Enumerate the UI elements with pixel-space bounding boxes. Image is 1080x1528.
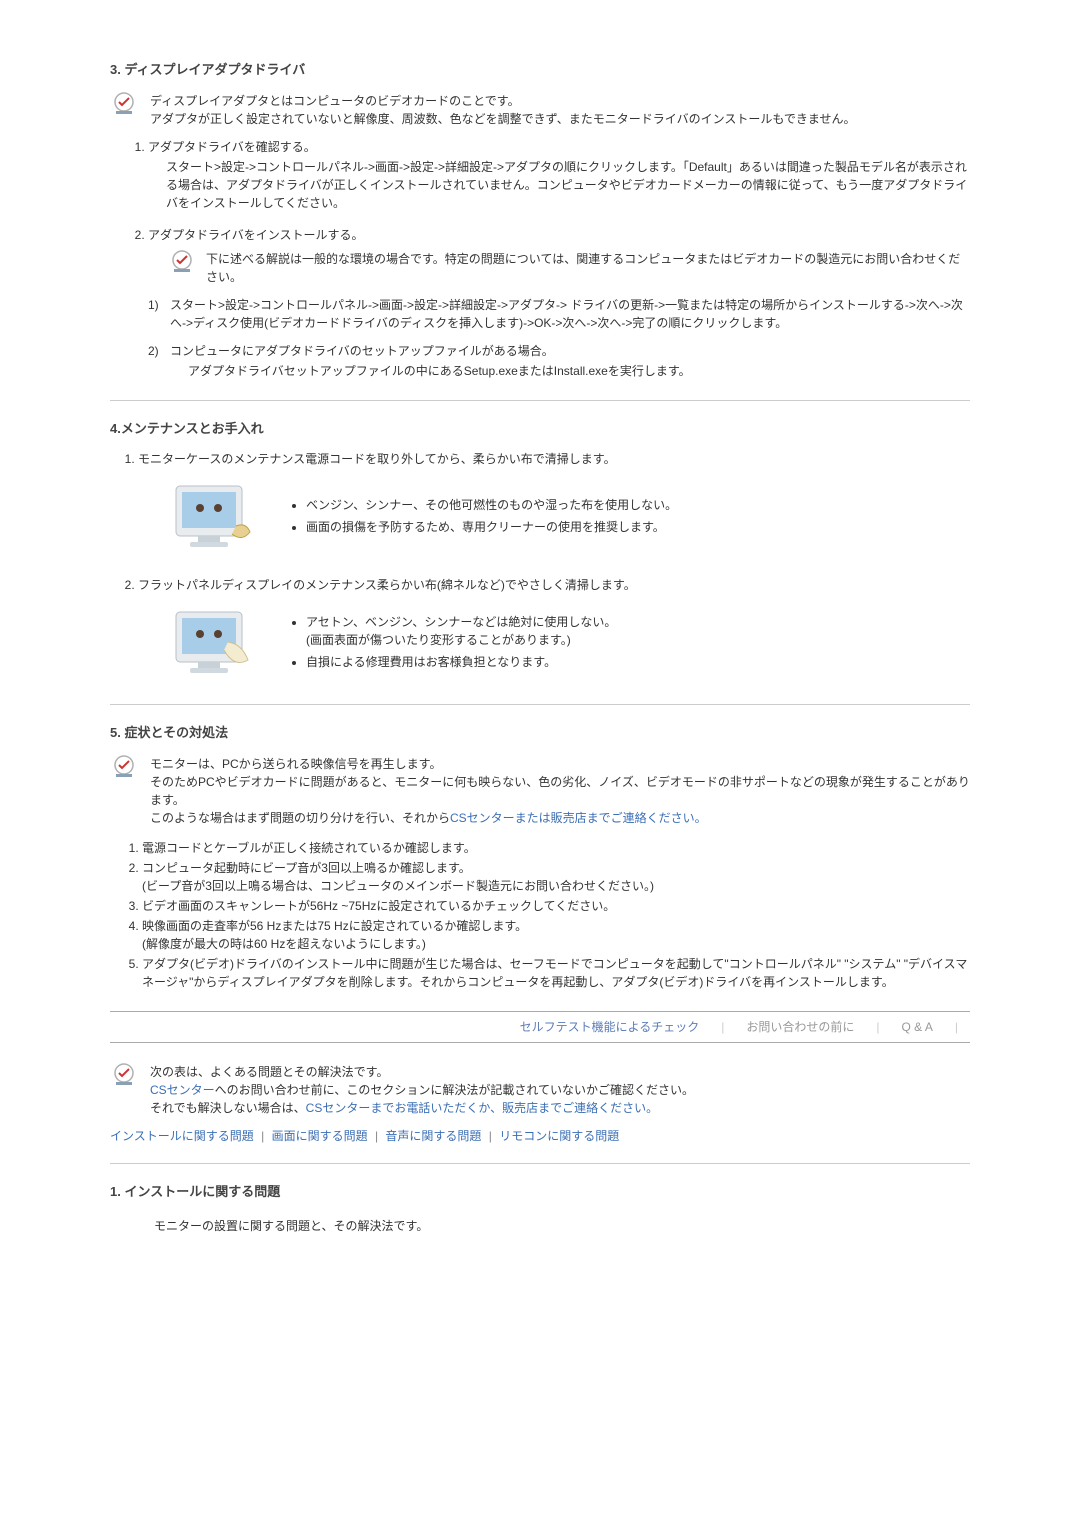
divider <box>110 400 970 401</box>
link-audio[interactable]: 音声に関する問題 <box>385 1129 481 1143</box>
problem-links: インストールに関する問題 | 画面に関する問題 | 音声に関する問題 | リモコ… <box>110 1127 970 1145</box>
section-display-adapter: 3. ディスプレイアダプタドライバ ディスプレイアダプタとはコンピュータのビデオ… <box>110 60 970 380</box>
link-install[interactable]: インストールに関する問題 <box>110 1129 254 1143</box>
qa-intro: 次の表は、よくある問題とその解決法です。 CSセンターへのお問い合わせ前に、この… <box>110 1063 970 1117</box>
monitor-row-1: ベンジン、シンナー、その他可燃性のものや湿った布を使用しない。 画面の損傷を予防… <box>168 478 970 558</box>
section-install-problems: 1. インストールに関する問題 モニターの設置に関する問題と、その解決法です。 <box>110 1182 970 1236</box>
divider <box>110 704 970 705</box>
bullet: 自損による修理費用はお客様負担となります。 <box>306 653 616 671</box>
cs-center-link[interactable]: CSセンターまたは販売店までご連絡ください。 <box>450 811 707 825</box>
bullet: アセトン、ベンジン、シンナーなどは絶対に使用しない。 (画面表面が傷ついたり変形… <box>306 613 616 649</box>
list-item: 電源コードとケーブルが正しく接続されているか確認します。 <box>142 839 970 857</box>
section-3-intro-2: アダプタが正しく設定されていないと解像度、周波数、色などを調整できず、またモニタ… <box>150 110 970 128</box>
section-3-intro: ディスプレイアダプタとはコンピュータのビデオカードのことです。 アダプタが正しく… <box>110 92 970 128</box>
list-item: スタート>設定->コントロールパネル->画面->設定->詳細設定->アダプタ->… <box>148 296 970 332</box>
link-remote[interactable]: リモコンに関する問題 <box>499 1129 619 1143</box>
list-item: アダプタドライバを確認する。 スタート>設定->コントロールパネル->画面->設… <box>148 138 970 212</box>
list-item: 映像画面の走査率が56 Hzまたは75 Hzに設定されているか確認します。 (解… <box>142 917 970 953</box>
check-icon <box>110 755 138 779</box>
nav-sep: | <box>721 1018 724 1036</box>
nav-selftest[interactable]: セルフテスト機能によるチェック <box>520 1018 700 1036</box>
check-icon <box>110 1063 138 1087</box>
section-1b-body: モニターの設置に関する問題と、その解決法です。 <box>110 1217 970 1235</box>
list-item: コンピュータ起動時にビープ音が3回以上鳴るか確認します。 (ビープ音が3回以上鳴… <box>142 859 970 895</box>
link-screen[interactable]: 画面に関する問題 <box>272 1129 368 1143</box>
section-5-title: 5. 症状とその対処法 <box>110 723 970 743</box>
check-icon <box>110 92 138 116</box>
qa-intro-2: CSセンターへのお問い合わせ前に、このセクションに解決法が記載されていないかご確… <box>150 1081 970 1099</box>
bullet-sub: (画面表面が傷ついたり変形することがあります。) <box>306 631 616 649</box>
pipe: | <box>261 1129 264 1143</box>
section-1b-title: 1. インストールに関する問題 <box>110 1182 970 1202</box>
section-5-intro: モニターは、PCから送られる映像信号を再生します。 そのためPCやビデオカードに… <box>110 755 970 827</box>
list-item: コンピュータにアダプタドライバのセットアップファイルがある場合。 アダプタドライ… <box>148 342 970 380</box>
qa-intro-1: 次の表は、よくある問題とその解決法です。 <box>150 1063 970 1081</box>
bullets-2: アセトン、ベンジン、シンナーなどは絶対に使用しない。 (画面表面が傷ついたり変形… <box>288 613 616 675</box>
section-3-title: 3. ディスプレイアダプタドライバ <box>110 60 970 80</box>
bullet: 画面の損傷を予防するため、専用クリーナーの使用を推奨します。 <box>306 518 677 536</box>
qa-intro-3: それでも解決しない場合は、CSセンターまでお電話いただくか、販売店までご連絡くだ… <box>150 1099 970 1117</box>
pipe: | <box>375 1129 378 1143</box>
section-3-sublist: スタート>設定->コントロールパネル->画面->設定->詳細設定->アダプタ->… <box>148 296 970 380</box>
li2-note-row: 下に述べる解説は一般的な環境の場合です。特定の問題については、関連するコンピュー… <box>168 250 970 286</box>
s4-li1: モニターケースのメンテナンス電源コードを取り外してから、柔らかい布で清掃します。 <box>138 452 616 466</box>
section-4-list: モニターケースのメンテナンス電源コードを取り外してから、柔らかい布で清掃します。… <box>110 450 970 684</box>
section-3-list: アダプタドライバを確認する。 スタート>設定->コントロールパネル->画面->設… <box>110 138 970 380</box>
section-3-intro-1: ディスプレイアダプタとはコンピュータのビデオカードのことです。 <box>150 92 970 110</box>
note: (ビープ音が3回以上鳴る場合は、コンピュータのメインボード製造元にお問い合わせく… <box>142 877 970 895</box>
section-4-title: 4.メンテナンスとお手入れ <box>110 419 970 439</box>
nav-before-inquiry[interactable]: お問い合わせの前に <box>746 1018 854 1036</box>
section-symptoms: 5. 症状とその対処法 モニターは、PCから送られる映像信号を再生します。 その… <box>110 723 970 991</box>
cs-center-contact-link[interactable]: CSセンターまでお電話いただくか、販売店までご連絡ください。 <box>306 1101 658 1115</box>
li2-note: 下に述べる解説は一般的な環境の場合です。特定の問題については、関連するコンピュー… <box>206 250 970 286</box>
li1-body: スタート>設定->コントロールパネル->画面->設定->詳細設定->アダプタの順… <box>148 158 970 212</box>
cs-center-link[interactable]: CSセンター <box>150 1083 215 1097</box>
nav-sep: | <box>876 1018 879 1036</box>
s5-intro-1: モニターは、PCから送られる映像信号を再生します。 <box>150 755 970 773</box>
li1-title: アダプタドライバを確認する。 <box>148 140 316 154</box>
monitor-row-2: アセトン、ベンジン、シンナーなどは絶対に使用しない。 (画面表面が傷ついたり変形… <box>168 604 970 684</box>
list-item: モニターケースのメンテナンス電源コードを取り外してから、柔らかい布で清掃します。… <box>138 450 970 558</box>
monitor-icon <box>168 478 258 558</box>
li2-2b: アダプタドライバセットアップファイルの中にあるSetup.exeまたはInsta… <box>170 362 970 380</box>
li2-2a: コンピュータにアダプタドライバのセットアップファイルがある場合。 <box>170 344 554 358</box>
note: (解像度が最大の時は60 Hzを超えないようにします。) <box>142 935 970 953</box>
list-item: アダプタ(ビデオ)ドライバのインストール中に問題が生じた場合は、セーフモードでコ… <box>142 955 970 991</box>
symptom-list: 電源コードとケーブルが正しく接続されているか確認します。 コンピュータ起動時にビ… <box>110 839 970 991</box>
s5-intro-3: このような場合はまず問題の切り分けを行い、それからCSセンターまたは販売店までご… <box>150 809 970 827</box>
list-item: フラットパネルディスプレイのメンテナンス柔らかい布(綿ネルなど)でやさしく清掃し… <box>138 576 970 684</box>
list-item: アダプタドライバをインストールする。 下に述べる解説は一般的な環境の場合です。特… <box>148 226 970 380</box>
s4-li2: フラットパネルディスプレイのメンテナンス柔らかい布(綿ネルなど)でやさしく清掃し… <box>138 578 636 592</box>
section-maintenance: 4.メンテナンスとお手入れ モニターケースのメンテナンス電源コードを取り外してか… <box>110 419 970 685</box>
nav-qa[interactable]: Q & A <box>902 1018 933 1036</box>
bullet: ベンジン、シンナー、その他可燃性のものや湿った布を使用しない。 <box>306 496 677 514</box>
bullets-1: ベンジン、シンナー、その他可燃性のものや湿った布を使用しない。 画面の損傷を予防… <box>288 496 677 540</box>
divider <box>110 1163 970 1164</box>
check-icon <box>168 250 196 274</box>
list-item: ビデオ画面のスキャンレートが56Hz ~75Hzに設定されているかチェックしてく… <box>142 897 970 915</box>
monitor-icon <box>168 604 258 684</box>
s5-intro-2: そのためPCやビデオカードに問題があると、モニターに何も映らない、色の劣化、ノイ… <box>150 773 970 809</box>
pipe: | <box>489 1129 492 1143</box>
nav-bar: セルフテスト機能によるチェック | お問い合わせの前に | Q & A | <box>110 1011 970 1043</box>
li2-title: アダプタドライバをインストールする。 <box>148 228 364 242</box>
nav-sep: | <box>955 1018 958 1036</box>
